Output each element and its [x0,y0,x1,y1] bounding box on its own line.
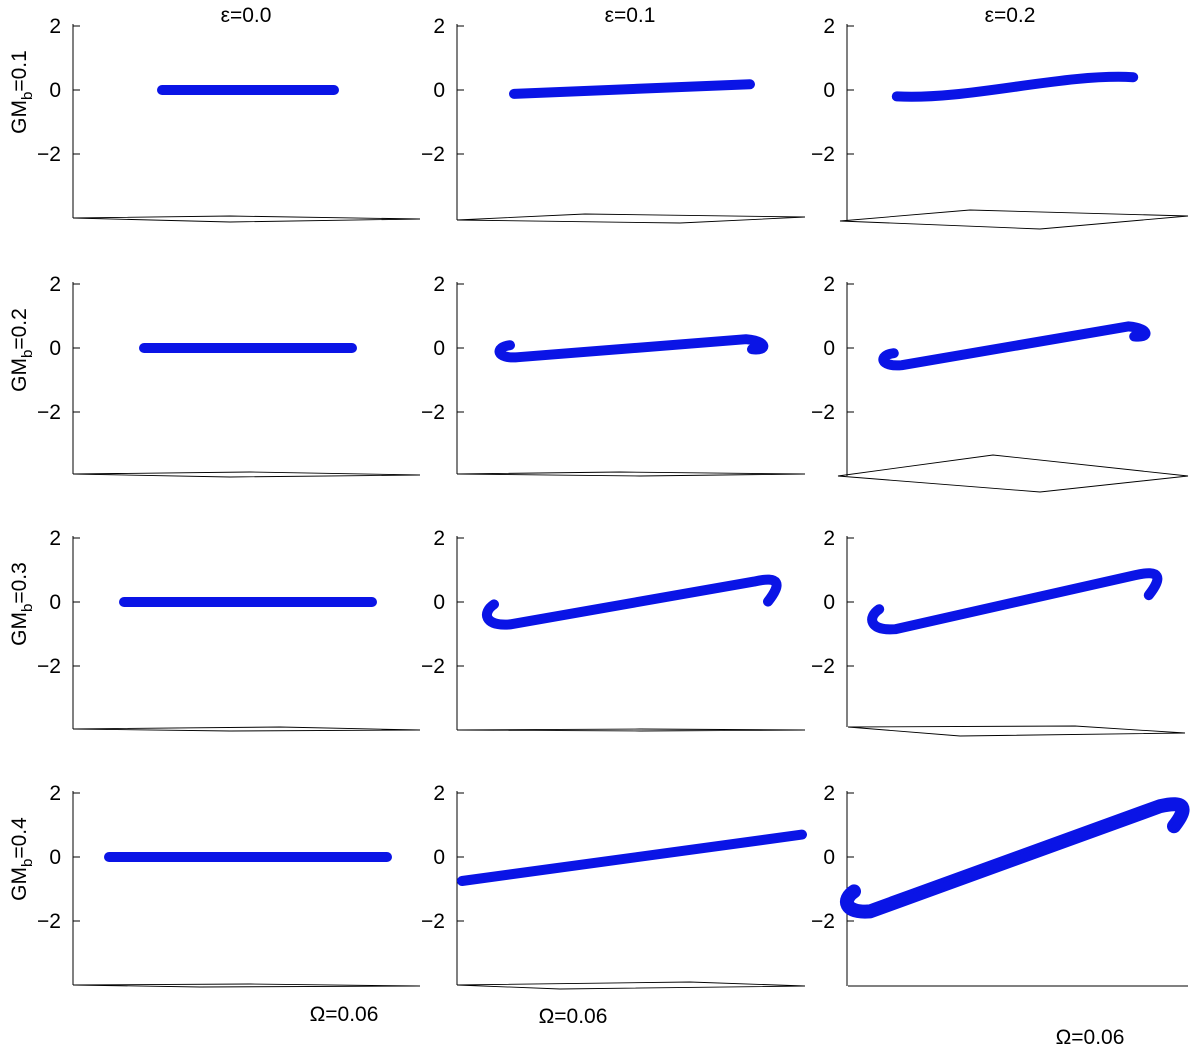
panel-r2-c2: 2 0 −2 [421,273,806,477]
y-tick-label: 0 [823,337,835,360]
y-tick-label: 0 [49,591,61,614]
row-label-value: =0.1 [8,50,31,91]
y-tick-label: 0 [433,79,445,102]
y-tick-label: 0 [49,337,61,360]
trajectory-core [484,577,780,629]
omega-label-col3: Ω=0.06 [1056,1026,1125,1049]
trajectory-core [893,74,1137,101]
column-titles: ε=0.0 ε=0.1 ε=0.2 [221,4,1036,27]
trajectory-core [880,324,1149,370]
row-label-main: GM [8,100,31,134]
row-label-sub: b [19,604,36,612]
row-label-main: GM [8,867,31,901]
y-tick-label: −2 [811,143,835,166]
y-tick-label: 2 [49,15,61,38]
base-plane [72,471,421,478]
row-label-gmb-0.1: GMb=0.1 [8,50,36,134]
y-tick-label: −2 [421,401,445,424]
y-tick-label: 2 [433,527,445,550]
omega-labels: Ω=0.06 Ω=0.06 Ω=0.06 [310,1003,1125,1049]
base-plane [456,213,806,224]
trajectory-core [459,832,805,885]
y-tick-label: −2 [421,655,445,678]
panel-r1-c3: 2 0 −2 [811,15,1189,230]
row-label-value: =0.2 [8,308,31,349]
y-tick-label: 0 [823,591,835,614]
y-tick-label: 2 [823,527,835,550]
row-label-main: GM [8,358,31,392]
y-tick-label: −2 [37,910,61,933]
row-label-sub: b [19,859,36,867]
row-label-gmb-0.4: GMb=0.4 [8,817,36,901]
omega-label-col1: Ω=0.06 [310,1003,379,1026]
column-title-eps-0.2: ε=0.2 [985,4,1036,27]
y-tick-label: 2 [823,15,835,38]
y-tick-label: −2 [811,655,835,678]
panel-r4-c3: 2 0 −2 [811,782,1190,987]
trajectory-core [496,337,767,362]
y-tick-label: 0 [823,79,835,102]
panel-r3-c2: 2 0 −2 [421,527,806,732]
y-tick-label: −2 [811,910,835,933]
y-tick-label: −2 [37,655,61,678]
y-tick-label: 2 [433,782,445,805]
y-tick-label: 2 [49,782,61,805]
base-plane [456,981,806,990]
panel-r4-c2: 2 0 −2 [421,782,807,990]
y-tick-label: 0 [433,591,445,614]
y-tick-label: −2 [811,401,835,424]
column-title-eps-0.0: ε=0.0 [221,4,272,27]
row-label-value: =0.3 [8,562,31,603]
row-label-sub: b [19,92,36,100]
base-plane [837,454,1189,493]
panel-r3-c3: 2 0 −2 [811,527,1186,737]
trajectory-core [511,82,753,98]
y-tick-label: 0 [49,846,61,869]
y-tick-label: −2 [421,143,445,166]
y-tick-label: 0 [823,846,835,869]
panel-r1-c1: 2 0 −2 [37,15,421,223]
row-label-value: =0.4 [8,817,31,859]
base-plane [72,983,421,988]
base-plane [72,215,421,223]
panel-r4-c1: 2 0 −2 [37,782,421,988]
y-tick-label: 2 [433,273,445,296]
omega-label-col2: Ω=0.06 [539,1005,608,1028]
base-plane [847,725,1186,737]
y-tick-label: 2 [49,527,61,550]
row-label-gmb-0.3: GMb=0.3 [8,562,36,646]
row-label-main: GM [8,612,31,646]
y-tick-label: −2 [37,143,61,166]
base-plane [456,728,806,732]
panel-r2-c1: 2 0 −2 [37,273,421,478]
y-tick-label: 0 [49,79,61,102]
y-tick-label: 0 [433,337,445,360]
panels: 2 0 −2 2 0 −2 2 0 −2 2 0 −2 2 0 −2 2 0 −2 2 0 −2 2 0 −2 2 0 −2 2 0 −2… [37,15,1190,990]
panel-r1-c2: 2 0 −2 [421,15,806,224]
y-tick-label: −2 [421,910,445,933]
panel-r2-c3: 2 0 −2 [811,273,1189,493]
y-tick-label: 0 [433,846,445,869]
row-label-gmb-0.2: GMb=0.2 [8,308,36,392]
base-plane [839,209,1189,230]
y-tick-label: 2 [823,782,835,805]
row-label-sub: b [19,350,36,358]
y-tick-label: −2 [37,401,61,424]
base-plane [456,471,806,477]
base-plane [72,726,421,732]
column-title-eps-0.1: ε=0.1 [605,4,656,27]
trajectory-core [844,802,1186,916]
trajectory-core [869,571,1161,634]
y-tick-label: 2 [433,15,445,38]
y-tick-label: 2 [823,273,835,296]
panel-r3-c1: 2 0 −2 [37,527,421,732]
y-tick-label: 2 [49,273,61,296]
